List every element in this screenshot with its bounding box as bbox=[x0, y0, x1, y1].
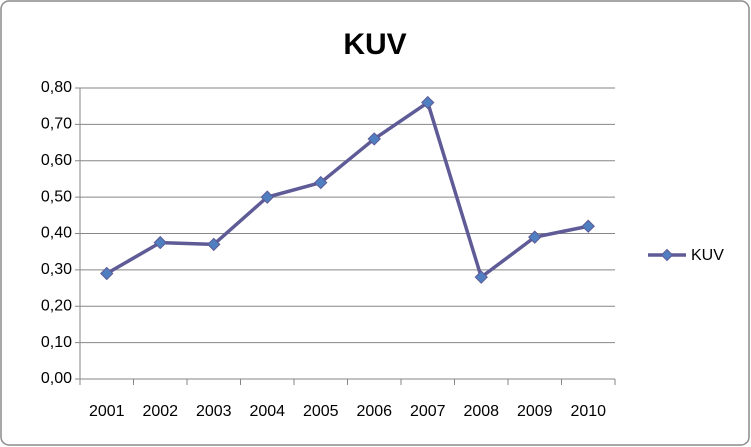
marker bbox=[474, 270, 488, 284]
x-tick-label: 2004 bbox=[249, 403, 285, 420]
legend-marker bbox=[660, 248, 674, 262]
marker bbox=[314, 175, 328, 190]
marker bbox=[100, 266, 114, 281]
chart-title: KUV bbox=[343, 28, 406, 61]
x-tick-label: 2003 bbox=[196, 403, 232, 420]
x-tick-label: 2002 bbox=[142, 403, 178, 420]
x-tick-label: 2006 bbox=[356, 403, 392, 420]
marker bbox=[260, 190, 274, 204]
x-tick-label: 2001 bbox=[89, 403, 125, 420]
series-line bbox=[105, 100, 589, 279]
marker bbox=[581, 219, 595, 233]
x-tick-label: 2009 bbox=[517, 403, 553, 420]
marker bbox=[528, 230, 542, 244]
x-tick-label: 2008 bbox=[463, 403, 499, 420]
y-tick-label: 0,70 bbox=[41, 116, 72, 133]
y-tick-label: 0,40 bbox=[41, 225, 72, 242]
marker bbox=[207, 237, 221, 252]
legend-label: KUV bbox=[691, 247, 724, 264]
x-tick-label: 2010 bbox=[570, 403, 606, 420]
y-tick-label: 0,20 bbox=[41, 297, 72, 314]
y-tick-label: 0,80 bbox=[41, 79, 72, 96]
x-tick-label: 2005 bbox=[303, 403, 339, 420]
marker bbox=[153, 235, 167, 250]
y-tick-label: 0,60 bbox=[41, 152, 72, 169]
marker bbox=[367, 132, 381, 146]
x-tick-label: 2007 bbox=[410, 403, 446, 420]
y-tick-label: 0,10 bbox=[41, 334, 72, 351]
y-tick-label: 0,30 bbox=[41, 261, 72, 278]
y-tick-label: 0,50 bbox=[41, 188, 72, 205]
y-tick-label: 0,00 bbox=[41, 370, 72, 387]
marker bbox=[421, 95, 435, 110]
